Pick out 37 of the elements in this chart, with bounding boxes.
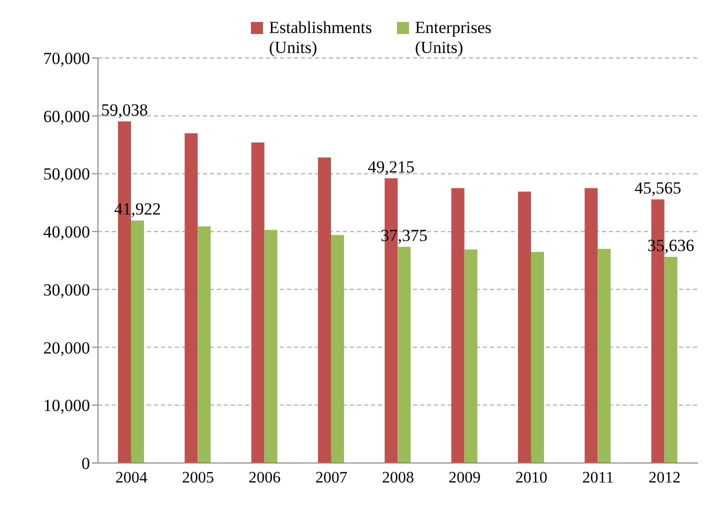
x-tick-label: 2005 xyxy=(182,469,214,486)
bar xyxy=(664,256,678,463)
x-tick-label: 2006 xyxy=(248,469,281,486)
x-tick-label: 2004 xyxy=(115,469,148,486)
bar xyxy=(198,226,211,463)
y-tick-label: 10,000 xyxy=(43,396,90,416)
y-tick-label: 70,000 xyxy=(43,49,90,68)
y-tick-label: 30,000 xyxy=(43,280,90,300)
legend-label: Enterprises (Units) xyxy=(415,18,492,58)
bar xyxy=(398,246,411,463)
bar xyxy=(598,248,611,463)
bar xyxy=(451,188,464,463)
bar xyxy=(264,230,278,463)
x-tick-label: 2012 xyxy=(648,469,681,486)
y-tick-label: 60,000 xyxy=(43,106,90,126)
y-tick-label: 0 xyxy=(82,454,90,474)
data-label: 45,565 xyxy=(634,178,682,198)
data-label: 59,038 xyxy=(101,100,148,120)
bar xyxy=(251,142,264,463)
legend-label: Establishments (Units) xyxy=(269,18,373,58)
y-tick-label: 20,000 xyxy=(43,338,90,358)
bar xyxy=(331,235,344,463)
bar xyxy=(184,133,198,463)
x-tick-label: 2011 xyxy=(582,469,614,486)
x-tick-label: 2007 xyxy=(315,469,348,486)
bar xyxy=(131,220,144,463)
x-tick-label: 2008 xyxy=(382,469,414,486)
data-label: 49,215 xyxy=(368,157,415,176)
x-tick-label: 2010 xyxy=(515,469,548,486)
bar xyxy=(318,158,331,463)
x-tick-label: 2009 xyxy=(448,469,481,486)
bar xyxy=(518,192,531,463)
y-tick-label: 40,000 xyxy=(43,222,90,242)
bar xyxy=(531,252,544,463)
y-tick-label: 50,000 xyxy=(43,164,90,184)
bar xyxy=(464,250,478,463)
bar xyxy=(584,188,598,463)
